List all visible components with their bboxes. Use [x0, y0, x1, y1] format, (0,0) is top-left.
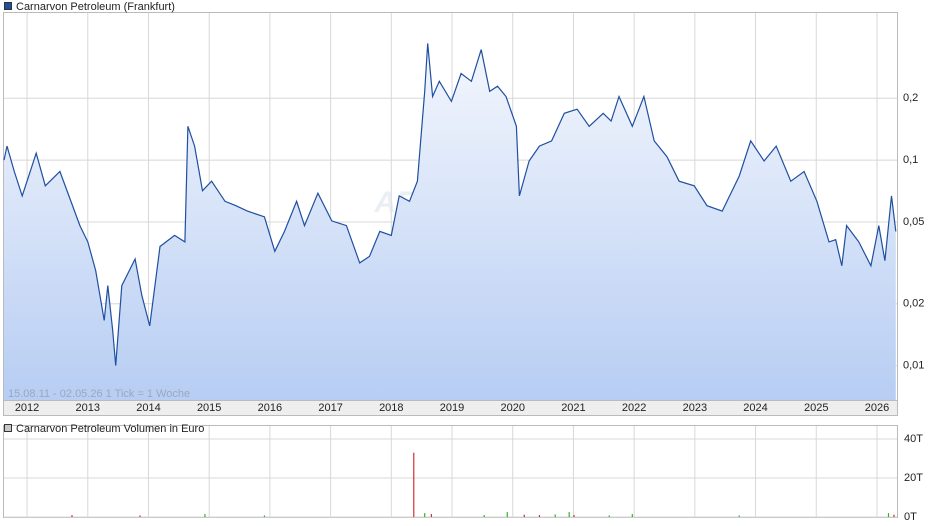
x-tick-label: 2020 — [500, 402, 524, 414]
y-tick-label: 0,2 — [903, 92, 918, 104]
volume-bar — [573, 515, 575, 517]
volume-bar — [631, 514, 633, 517]
volume-bar — [893, 514, 895, 517]
volume-bar — [538, 515, 541, 517]
y-tick-label: 20T — [904, 472, 923, 484]
y-tick-label: 0,1 — [903, 154, 918, 166]
y-tick-label: 0,02 — [903, 298, 924, 310]
volume-bar — [738, 515, 740, 517]
price-line — [3, 43, 897, 366]
x-tick-label: 2023 — [683, 402, 707, 414]
volume-bar — [554, 514, 556, 517]
volume-panel — [3, 425, 898, 518]
y-tick-label: 0,05 — [903, 216, 924, 228]
volume-bar — [424, 513, 426, 517]
x-tick-label: 2012 — [15, 402, 39, 414]
volume-bar — [139, 515, 141, 517]
x-tick-label: 2025 — [804, 402, 828, 414]
x-tick-label: 2017 — [318, 402, 342, 414]
x-axis-band — [3, 400, 898, 416]
volume-bar — [71, 515, 73, 517]
volume-bar — [413, 452, 415, 517]
volume-bar — [568, 512, 570, 517]
x-tick-label: 2013 — [76, 402, 100, 414]
x-tick-label: 2018 — [379, 402, 403, 414]
volume-bar — [483, 515, 485, 517]
legend-label: Carnarvon Petroleum Volumen in Euro — [16, 423, 204, 435]
y-tick-label: 0,01 — [903, 359, 924, 371]
x-tick-label: 2022 — [622, 402, 646, 414]
legend-swatch — [4, 424, 12, 432]
x-tick-label: 2021 — [561, 402, 585, 414]
x-tick-label: 2014 — [136, 402, 160, 414]
legend-label: Carnarvon Petroleum (Frankfurt) — [16, 1, 175, 13]
x-tick-label: 2026 — [865, 402, 889, 414]
y-tick-label: 0T — [904, 511, 917, 523]
volume-bar — [887, 513, 890, 517]
volume-bar — [263, 515, 266, 517]
x-tick-label: 2024 — [743, 402, 767, 414]
legend-swatch — [4, 2, 12, 10]
volume-bar — [430, 514, 432, 517]
volume-bar — [523, 514, 525, 517]
y-tick-label: 40T — [904, 433, 923, 445]
x-tick-label: 2016 — [258, 402, 282, 414]
range-note: 15.08.11 - 02.05.26 1 Tick = 1 Woche — [8, 388, 190, 400]
volume-bar — [608, 515, 610, 517]
area — [4, 43, 896, 401]
x-tick-label: 2019 — [440, 402, 464, 414]
volume-bar — [204, 514, 206, 517]
x-tick-label: 2015 — [197, 402, 221, 414]
volume-bar — [506, 512, 508, 517]
